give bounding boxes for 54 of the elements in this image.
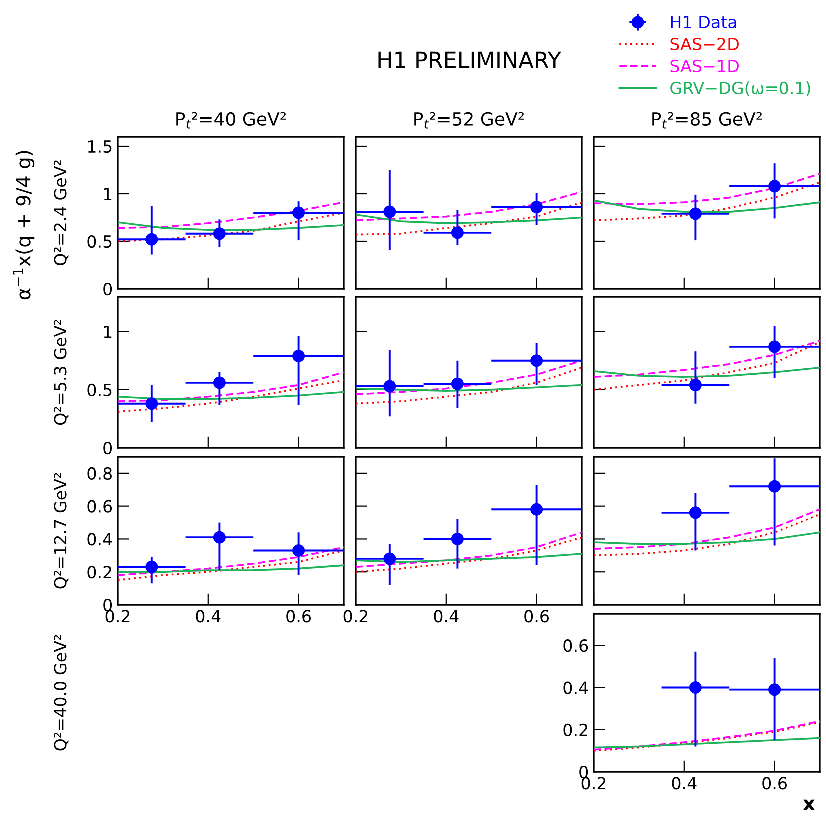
line-series [594,737,820,749]
x-tick-label: 0.6 [286,610,312,623]
y-tick-label: 0 [104,598,112,612]
point [146,233,158,246]
chart-title: P$_{t}$²=52 GeV² [414,112,524,129]
x-tick-label: 0.2 [582,777,606,790]
y-axis-title: Q²=2.4 GeV² [54,160,69,266]
chart-title: P$_{t}$²=85 GeV² [652,112,762,129]
point [146,560,158,574]
y-tick-label: 0.8 [88,467,112,480]
y-axis-title: Q²=40.0 GeV² [54,635,69,751]
x-tick-label: 0.6 [524,610,550,623]
y-tick-label: 0.2 [88,566,112,579]
x-tick-label: 0.2 [344,610,368,623]
line-series [118,222,344,232]
text: H1 PRELIMINARY [378,52,562,68]
point [292,206,306,220]
y-tick-label: 0.4 [88,533,112,546]
y-tick-label: 0.6 [88,500,112,513]
y-tick-label: 0.5 [88,235,112,248]
point [292,544,306,557]
y-tick-label: 0.5 [88,384,112,396]
y-axis-title: Q²=5.3 GeV² [54,320,69,425]
legend-label: SAS−1D [670,60,739,72]
y-tick-label: 1 [104,188,112,200]
legend-label: SAS−2D [670,38,739,51]
x-tick-label: 0.4 [672,777,697,790]
point [213,228,226,240]
point [146,398,158,410]
y-tick-label: 1 [104,326,112,338]
line-series [118,202,344,230]
y-tick-label: 0.6 [564,640,588,652]
x-tick-label: 0.6 [762,777,788,790]
y-tick-label: 1.5 [88,140,112,154]
y-tick-label: 0 [104,442,112,455]
point [213,376,226,390]
point [213,531,226,544]
y-tick-label: 0 [104,282,112,296]
y-axis-title: Q²=12.7 GeV² [54,473,69,589]
line-series [118,380,344,413]
line-series [118,372,344,402]
x-tick-label: 0.4 [434,610,459,623]
y-tick-label: 0 [580,766,588,779]
x-tick-label: 0.4 [196,610,221,623]
y-tick-label: 0.2 [564,724,588,736]
y-tick-label: 0.4 [564,682,588,694]
legend-label: H1 Data [671,16,736,29]
x-axis-title: x [803,800,816,810]
line-series [118,564,344,574]
chart-title: P$_{t}$²=40 GeV² [176,112,286,129]
line-series [118,391,344,400]
point [292,350,306,362]
text: α$^{−1}$x(q + 9/4 g) [13,151,35,300]
legend-label: GRV−DG(ω=0.1) [670,82,810,96]
